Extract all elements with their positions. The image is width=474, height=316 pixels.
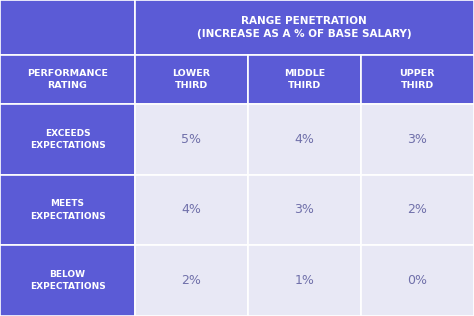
- Bar: [0, 245, 135, 316]
- Text: EXCEEDS
EXPECTATIONS: EXCEEDS EXPECTATIONS: [30, 129, 105, 150]
- Text: LOWER
THIRD: LOWER THIRD: [173, 69, 210, 90]
- Bar: [0, 55, 135, 104]
- Text: 4%: 4%: [294, 133, 314, 146]
- Text: 3%: 3%: [407, 133, 427, 146]
- Bar: [135, 245, 248, 316]
- Text: MIDDLE
THIRD: MIDDLE THIRD: [283, 69, 325, 90]
- Text: 2%: 2%: [407, 204, 427, 216]
- Bar: [248, 245, 361, 316]
- Bar: [135, 55, 248, 104]
- Bar: [361, 55, 474, 104]
- Text: MEETS
EXPECTATIONS: MEETS EXPECTATIONS: [30, 199, 105, 221]
- Text: UPPER
THIRD: UPPER THIRD: [400, 69, 435, 90]
- Bar: [135, 175, 248, 245]
- Bar: [135, 0, 474, 55]
- Bar: [248, 55, 361, 104]
- Text: PERFORMANCE
RATING: PERFORMANCE RATING: [27, 69, 108, 90]
- Bar: [0, 175, 135, 245]
- Bar: [361, 175, 474, 245]
- Text: 0%: 0%: [407, 274, 427, 287]
- Bar: [0, 104, 135, 175]
- Bar: [135, 104, 248, 175]
- Bar: [361, 104, 474, 175]
- Bar: [0, 0, 135, 55]
- Bar: [361, 245, 474, 316]
- Text: 3%: 3%: [294, 204, 314, 216]
- Text: BELOW
EXPECTATIONS: BELOW EXPECTATIONS: [30, 270, 105, 291]
- Text: RANGE PENETRATION
(INCREASE AS A % OF BASE SALARY): RANGE PENETRATION (INCREASE AS A % OF BA…: [197, 16, 411, 40]
- Text: 5%: 5%: [182, 133, 201, 146]
- Text: 1%: 1%: [294, 274, 314, 287]
- Text: 4%: 4%: [182, 204, 201, 216]
- Bar: [248, 104, 361, 175]
- Text: 2%: 2%: [182, 274, 201, 287]
- Bar: [248, 175, 361, 245]
